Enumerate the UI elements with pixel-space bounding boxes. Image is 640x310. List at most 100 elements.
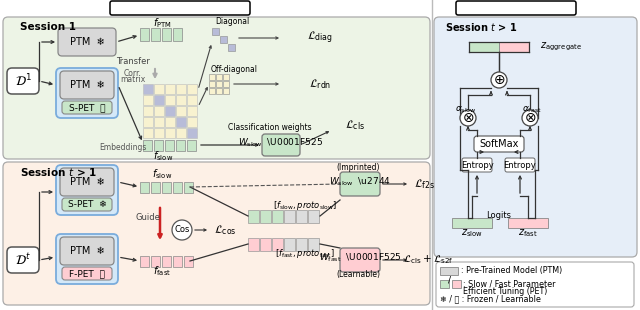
FancyBboxPatch shape	[62, 267, 112, 280]
Text: Efficient Tuning (PET): Efficient Tuning (PET)	[463, 286, 547, 295]
FancyBboxPatch shape	[462, 158, 492, 172]
Text: F-PET  🔥: F-PET 🔥	[69, 269, 105, 278]
Text: Corr.: Corr.	[124, 69, 142, 78]
Bar	[143, 106, 153, 116]
Bar	[176, 128, 186, 138]
Text: $\mathcal{L}_{\mathrm{rdn}}$: $\mathcal{L}_{\mathrm{rdn}}$	[309, 77, 331, 91]
Text: $W_{\mathrm{fast}}$  \U0001F525: $W_{\mathrm{fast}}$ \U0001F525	[319, 252, 401, 264]
Bar	[216, 74, 222, 80]
Bar	[508, 218, 548, 228]
FancyBboxPatch shape	[56, 165, 118, 215]
Bar	[151, 256, 160, 267]
Text: S-PET  ❄: S-PET ❄	[68, 200, 106, 209]
Bar	[440, 267, 458, 275]
Text: Classification weights: Classification weights	[228, 123, 312, 132]
Text: PTM  ❄: PTM ❄	[70, 37, 104, 47]
Bar	[260, 238, 271, 251]
Bar	[184, 256, 193, 267]
Bar	[452, 280, 461, 288]
Text: Embeddings: Embeddings	[99, 144, 147, 153]
Text: $\mathcal{L}_{\mathrm{f2s}}$: $\mathcal{L}_{\mathrm{f2s}}$	[414, 177, 436, 191]
Text: Transfer: Transfer	[116, 56, 150, 65]
Bar	[165, 140, 174, 151]
Text: : Slow / Fast Parameter: : Slow / Fast Parameter	[463, 280, 556, 289]
FancyBboxPatch shape	[56, 234, 118, 284]
FancyBboxPatch shape	[474, 136, 524, 152]
Text: $\mathcal{L}_{\mathrm{diag}}$: $\mathcal{L}_{\mathrm{diag}}$	[307, 30, 333, 46]
Text: $f_{\mathrm{slow}}$: $f_{\mathrm{slow}}$	[153, 149, 173, 163]
Text: $\mathcal{L}_{\mathrm{cls}}+\mathcal{L}_{\mathrm{s2f}}$: $\mathcal{L}_{\mathrm{cls}}+\mathcal{L}_…	[403, 254, 453, 266]
Bar	[209, 74, 215, 80]
Text: Session $t$ > 1: Session $t$ > 1	[20, 166, 97, 178]
Bar	[154, 95, 164, 105]
Bar	[272, 238, 283, 251]
Text: $f_{\mathrm{slow}}$: $f_{\mathrm{slow}}$	[152, 167, 172, 181]
Bar	[216, 88, 222, 94]
FancyBboxPatch shape	[456, 1, 576, 15]
Text: $\mathcal{L}_{\mathrm{cls}}$: $\mathcal{L}_{\mathrm{cls}}$	[345, 118, 365, 132]
Bar	[140, 182, 149, 193]
FancyBboxPatch shape	[62, 198, 112, 211]
Bar	[469, 42, 499, 52]
Bar	[173, 28, 182, 41]
Circle shape	[172, 220, 192, 240]
Text: ❄ / 🔥 : Frozen / Learnable: ❄ / 🔥 : Frozen / Learnable	[440, 294, 541, 303]
Bar	[140, 256, 149, 267]
Text: PTM  ❄: PTM ❄	[70, 177, 104, 187]
Bar	[162, 28, 171, 41]
Text: Session $t$ > 1: Session $t$ > 1	[445, 21, 518, 33]
Bar	[260, 210, 271, 223]
Text: $\alpha_{\mathrm{fast}}$: $\alpha_{\mathrm{fast}}$	[522, 105, 542, 115]
FancyBboxPatch shape	[7, 68, 39, 94]
Bar	[173, 256, 182, 267]
Bar	[151, 28, 160, 41]
FancyBboxPatch shape	[62, 101, 112, 114]
Text: $f_{\mathrm{PTM}}$: $f_{\mathrm{PTM}}$	[152, 16, 172, 30]
Text: $z_{\mathrm{slow}}$: $z_{\mathrm{slow}}$	[461, 227, 483, 239]
Bar	[209, 81, 215, 87]
Bar	[248, 210, 259, 223]
Bar	[154, 140, 163, 151]
Text: PTM  ❄: PTM ❄	[70, 246, 104, 256]
Text: $\mathcal{L}_{\mathrm{cos}}$: $\mathcal{L}_{\mathrm{cos}}$	[214, 223, 236, 237]
Bar	[165, 117, 175, 127]
Text: Entropy: Entropy	[504, 161, 536, 170]
Bar	[452, 218, 492, 228]
Bar	[284, 238, 295, 251]
Bar	[165, 128, 175, 138]
Text: $\otimes$: $\otimes$	[524, 111, 536, 125]
Bar	[223, 81, 229, 87]
Bar	[173, 182, 182, 193]
Bar	[187, 117, 197, 127]
FancyBboxPatch shape	[340, 172, 380, 196]
FancyBboxPatch shape	[434, 17, 637, 257]
FancyBboxPatch shape	[58, 28, 116, 56]
Bar	[187, 128, 197, 138]
FancyBboxPatch shape	[60, 237, 114, 265]
Text: $z_{\mathrm{fast}}$: $z_{\mathrm{fast}}$	[518, 227, 538, 239]
Bar	[187, 106, 197, 116]
Text: $\mathcal{D}^1$: $\mathcal{D}^1$	[15, 73, 31, 89]
Text: Diagonal: Diagonal	[215, 17, 249, 26]
Text: $W_{\mathrm{slow}}$  \U0001F525: $W_{\mathrm{slow}}$ \U0001F525	[239, 137, 324, 149]
FancyBboxPatch shape	[3, 17, 430, 159]
Bar	[154, 84, 164, 94]
Bar	[187, 84, 197, 94]
Text: Session 1: Session 1	[20, 22, 76, 32]
Bar	[216, 81, 222, 87]
Text: (Learnable): (Learnable)	[336, 269, 380, 278]
Bar	[165, 106, 175, 116]
Bar	[162, 256, 171, 267]
Bar	[499, 42, 529, 52]
Bar	[296, 238, 307, 251]
Text: $\alpha_{\mathrm{slow}}$: $\alpha_{\mathrm{slow}}$	[455, 105, 477, 115]
Bar	[176, 106, 186, 116]
Text: Guide: Guide	[136, 214, 161, 223]
Bar	[176, 95, 186, 105]
Bar	[154, 128, 164, 138]
Bar	[212, 28, 219, 35]
Bar	[184, 182, 193, 193]
FancyBboxPatch shape	[3, 162, 430, 305]
Bar	[176, 117, 186, 127]
Bar	[154, 106, 164, 116]
